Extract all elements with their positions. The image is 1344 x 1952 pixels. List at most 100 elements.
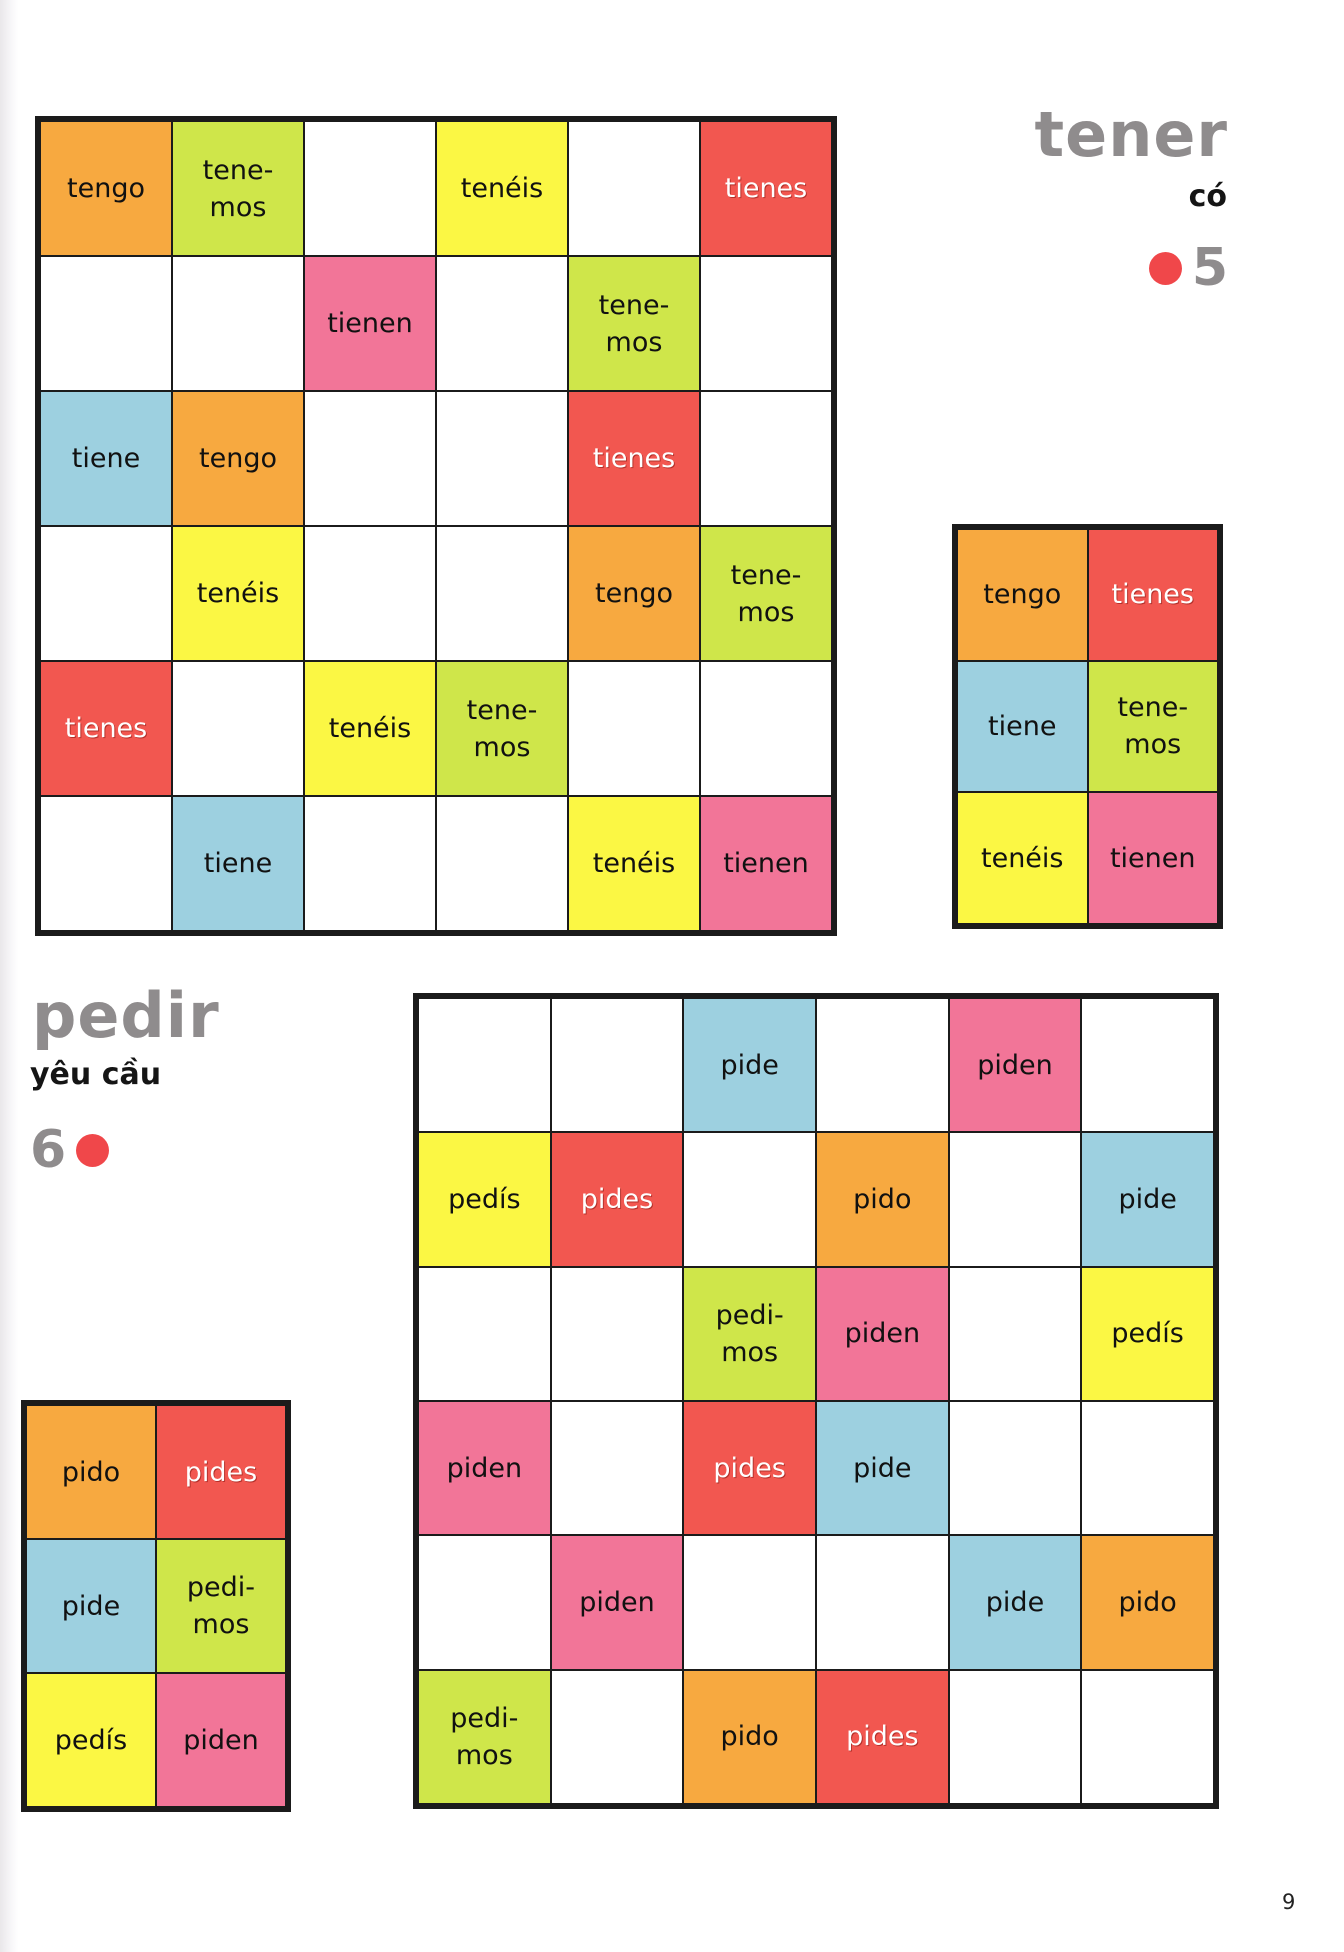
pedir-cell-filled: pido	[27, 1406, 155, 1538]
pedir-cell-filled: pedi- mos	[419, 1670, 550, 1803]
pedir-cell-empty[interactable]	[817, 999, 948, 1132]
tener-cell-empty[interactable]	[437, 257, 567, 390]
tener-cell-filled: tenéis	[437, 122, 567, 255]
tener-cell-empty[interactable]	[173, 662, 303, 795]
pedir-meaning: yêu cầu	[30, 1057, 162, 1092]
tener-cell-filled: tene- mos	[173, 122, 303, 255]
pedir-cell-filled: piden	[551, 1536, 683, 1669]
pedir-cell-filled: pide	[949, 1536, 1081, 1669]
tener-cell-filled: tene- mos	[1088, 661, 1217, 792]
pedir-cell-filled: pide	[817, 1401, 948, 1535]
tener-cell-empty[interactable]	[701, 662, 831, 795]
tener-cell-empty[interactable]	[305, 122, 435, 255]
tener-cell-filled: tene- mos	[437, 662, 567, 795]
pedir-cell-empty[interactable]	[551, 1401, 683, 1535]
tener-cell-filled: tienen	[701, 797, 831, 930]
pedir-cell-filled: piden	[419, 1401, 550, 1535]
pedir-cell-empty[interactable]	[684, 1133, 815, 1266]
pedir-verb-title: pedir	[32, 979, 220, 1052]
pedir-cell-filled: pedís	[27, 1674, 155, 1806]
tener-sudoku-grid: tengo tene- mos tenéis tienes tienen tene- mo…	[35, 116, 837, 936]
pedir-cell-empty[interactable]	[949, 1670, 1081, 1803]
tener-cell-empty[interactable]	[305, 797, 435, 930]
pedir-cell-filled: pedi- mos	[684, 1267, 815, 1400]
tener-cell-empty[interactable]	[701, 257, 831, 390]
pedir-cell-empty[interactable]	[949, 1133, 1081, 1266]
tener-cell-empty[interactable]	[437, 392, 567, 525]
tener-cell-empty[interactable]	[41, 257, 171, 390]
tener-level-number: 5	[1191, 238, 1228, 298]
tener-cell-filled: tengo	[569, 527, 699, 660]
tener-cell-empty[interactable]	[41, 527, 171, 660]
pedir-sudoku-grid: pide piden pedís pides pido pide pedi- mos pide…	[413, 993, 1219, 1809]
page-binding-edge	[0, 0, 18, 1952]
pedir-cell-filled: pides	[817, 1670, 948, 1803]
tener-cell-empty[interactable]	[305, 527, 435, 660]
pedir-cell-empty[interactable]	[551, 1267, 683, 1400]
tener-cell-filled: tienen	[305, 257, 435, 390]
tener-key-grid: tengo tienes tiene tene- mos tenéis tienen	[952, 524, 1223, 929]
pedir-cell-filled: pido	[684, 1670, 815, 1803]
pedir-cell-filled: pides	[157, 1406, 285, 1538]
tener-cell-empty[interactable]	[569, 662, 699, 795]
tener-cell-filled: tengo	[958, 530, 1087, 660]
pedir-cell-filled: pides	[684, 1401, 815, 1535]
pedir-cell-filled: piden	[817, 1267, 948, 1400]
pedir-cell-filled: pide	[1082, 1133, 1213, 1266]
tener-cell-filled: tienes	[41, 662, 171, 795]
pedir-cell-empty[interactable]	[1082, 1670, 1213, 1803]
tener-cell-filled: tiene	[41, 392, 171, 525]
tener-verb-title: tener	[1034, 98, 1228, 171]
tener-cell-empty[interactable]	[173, 257, 303, 390]
tener-cell-filled: tienen	[1088, 793, 1217, 923]
tener-cell-empty[interactable]	[41, 797, 171, 930]
tener-cell-filled: tienes	[569, 392, 699, 525]
pedir-cell-filled: pide	[27, 1540, 155, 1672]
pedir-cell-empty[interactable]	[1082, 1401, 1213, 1535]
pedir-level-number: 6	[30, 1120, 67, 1180]
tener-cell-empty[interactable]	[569, 122, 699, 255]
tener-cell-filled: tene- mos	[701, 527, 831, 660]
tener-cell-filled: tengo	[41, 122, 171, 255]
tener-cell-filled: tengo	[173, 392, 303, 525]
pedir-cell-empty[interactable]	[684, 1536, 815, 1669]
tener-cell-empty[interactable]	[437, 527, 567, 660]
pedir-cell-empty[interactable]	[817, 1536, 948, 1669]
pedir-cell-filled: pedís	[419, 1133, 550, 1266]
page-number: 9	[1282, 1890, 1296, 1914]
pedir-cell-filled: pido	[1082, 1536, 1213, 1669]
pedir-cell-empty[interactable]	[551, 999, 683, 1132]
pedir-cell-filled: pides	[551, 1133, 683, 1266]
tener-cell-empty[interactable]	[305, 392, 435, 525]
pedir-cell-filled: pedi- mos	[157, 1540, 285, 1672]
tener-cell-empty[interactable]	[701, 392, 831, 525]
tener-cell-filled: tenéis	[958, 793, 1087, 923]
pedir-cell-filled: pide	[684, 999, 815, 1132]
pedir-cell-empty[interactable]	[419, 999, 550, 1132]
pedir-cell-empty[interactable]	[949, 1401, 1081, 1535]
tener-cell-filled: tenéis	[173, 527, 303, 660]
pedir-cell-empty[interactable]	[949, 1267, 1081, 1400]
pedir-cell-empty[interactable]	[1082, 999, 1213, 1132]
tener-meaning: có	[1188, 179, 1227, 214]
tener-cell-filled: tienes	[701, 122, 831, 255]
tener-cell-filled: tene- mos	[569, 257, 699, 390]
tener-cell-filled: tiene	[173, 797, 303, 930]
red-dot-icon	[76, 1133, 110, 1167]
pedir-level: 6	[30, 1120, 110, 1180]
tener-cell-filled: tiene	[958, 661, 1087, 792]
pedir-cell-filled: piden	[157, 1674, 285, 1806]
pedir-cell-filled: pedís	[1082, 1267, 1213, 1400]
tener-cell-empty[interactable]	[437, 797, 567, 930]
red-dot-icon	[1148, 251, 1182, 285]
tener-level: 5	[1148, 238, 1228, 298]
pedir-cell-filled: pido	[817, 1133, 948, 1266]
pedir-cell-empty[interactable]	[551, 1670, 683, 1803]
tener-cell-filled: tenéis	[569, 797, 699, 930]
pedir-cell-empty[interactable]	[419, 1536, 550, 1669]
pedir-key-grid: pido pides pide pedi- mos pedís piden	[21, 1400, 291, 1812]
pedir-cell-filled: piden	[949, 999, 1081, 1132]
tener-cell-filled: tenéis	[305, 662, 435, 795]
pedir-cell-empty[interactable]	[419, 1267, 550, 1400]
tener-cell-filled: tienes	[1088, 530, 1217, 660]
